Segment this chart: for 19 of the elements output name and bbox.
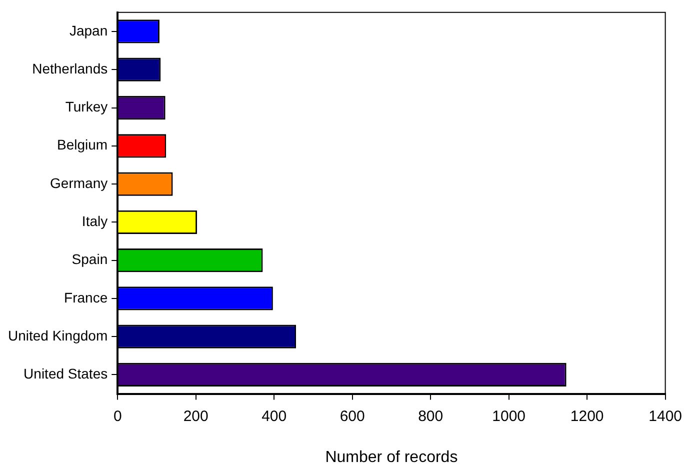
x-tick-label: 1000 — [492, 408, 526, 425]
y-tick-label: United States — [24, 366, 108, 382]
x-tick-label: 200 — [183, 408, 208, 425]
y-tick-label: Japan — [69, 22, 108, 38]
x-tick-label: 800 — [418, 408, 444, 425]
y-tick-label: France — [64, 289, 108, 306]
y-tick-label: Germany — [50, 174, 108, 191]
y-tick-label: United Kingdom — [8, 327, 108, 344]
x-tick-label: 1400 — [648, 408, 682, 425]
y-tick-label: Belgium — [57, 136, 108, 153]
x-tick-label: 600 — [340, 408, 365, 425]
y-tick-label: Netherlands — [32, 60, 108, 76]
x-tick-label: 1200 — [570, 408, 604, 425]
x-tick-label: 400 — [262, 408, 287, 425]
y-tick-label: Italy — [82, 213, 108, 230]
x-tick-label: 0 — [113, 408, 122, 425]
x-axis-title: Number of records — [325, 448, 458, 466]
y-tick-label: Spain — [72, 251, 108, 268]
y-tick-label: Turkey — [65, 98, 108, 115]
